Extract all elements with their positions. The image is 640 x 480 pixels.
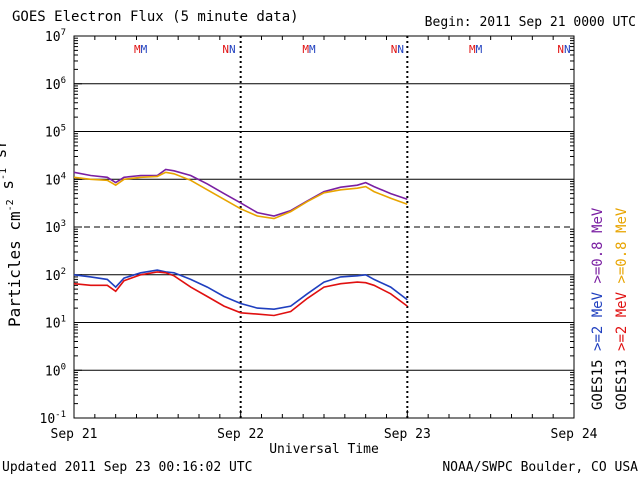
chart-title: GOES Electron Flux (5 minute data) [12, 9, 299, 25]
series-line-goes13-0-8-mev [73, 171, 408, 220]
agency-credit: NOAA/SWPC Boulder, CO USA [442, 460, 638, 475]
series-line-goes13-2-mev [73, 271, 408, 317]
y-tick-label: 103 [45, 219, 66, 236]
updated-time: Updated 2011 Sep 23 00:16:02 UTC [2, 460, 253, 475]
y-tick-label: 10-1 [40, 410, 67, 427]
series-line-goes15-0-8-mev [73, 168, 408, 217]
x-tick-label: Sep 21 [51, 427, 98, 442]
x-tick-label: Sep 24 [551, 427, 598, 442]
begin-time: Begin: 2011 Sep 21 0000 UTC [424, 15, 636, 30]
orbit-marker-mm: MM [469, 43, 483, 56]
y-tick-label: 102 [45, 267, 66, 284]
orbit-marker-mm: MM [134, 43, 148, 56]
orbit-marker-mm: MM [302, 43, 316, 56]
y-tick-label: 100 [45, 362, 66, 379]
x-tick-label: Sep 23 [384, 427, 431, 442]
orbit-marker-nn: NN [557, 43, 570, 56]
x-axis-label: Universal Time [269, 442, 379, 457]
series-line-goes15-2-mev [73, 269, 408, 311]
y-axis-label: Particles cm-2 s-1 sr-1 [0, 127, 24, 327]
y-tick-label: 101 [45, 315, 66, 332]
y-tick-label: 104 [45, 171, 66, 188]
y-tick-label: 106 [45, 76, 66, 93]
x-tick-label: Sep 22 [217, 427, 264, 442]
y-tick-label: 105 [45, 124, 66, 141]
legend-goes15: GOES15 >=2 MeV >=0.8 MeV [590, 207, 606, 410]
y-tick-label: 107 [45, 28, 66, 45]
orbit-marker-nn: NN [222, 43, 235, 56]
orbit-marker-nn: NN [391, 43, 404, 56]
legend-goes13: GOES13 >=2 MeV >=0.8 MeV [614, 207, 630, 410]
